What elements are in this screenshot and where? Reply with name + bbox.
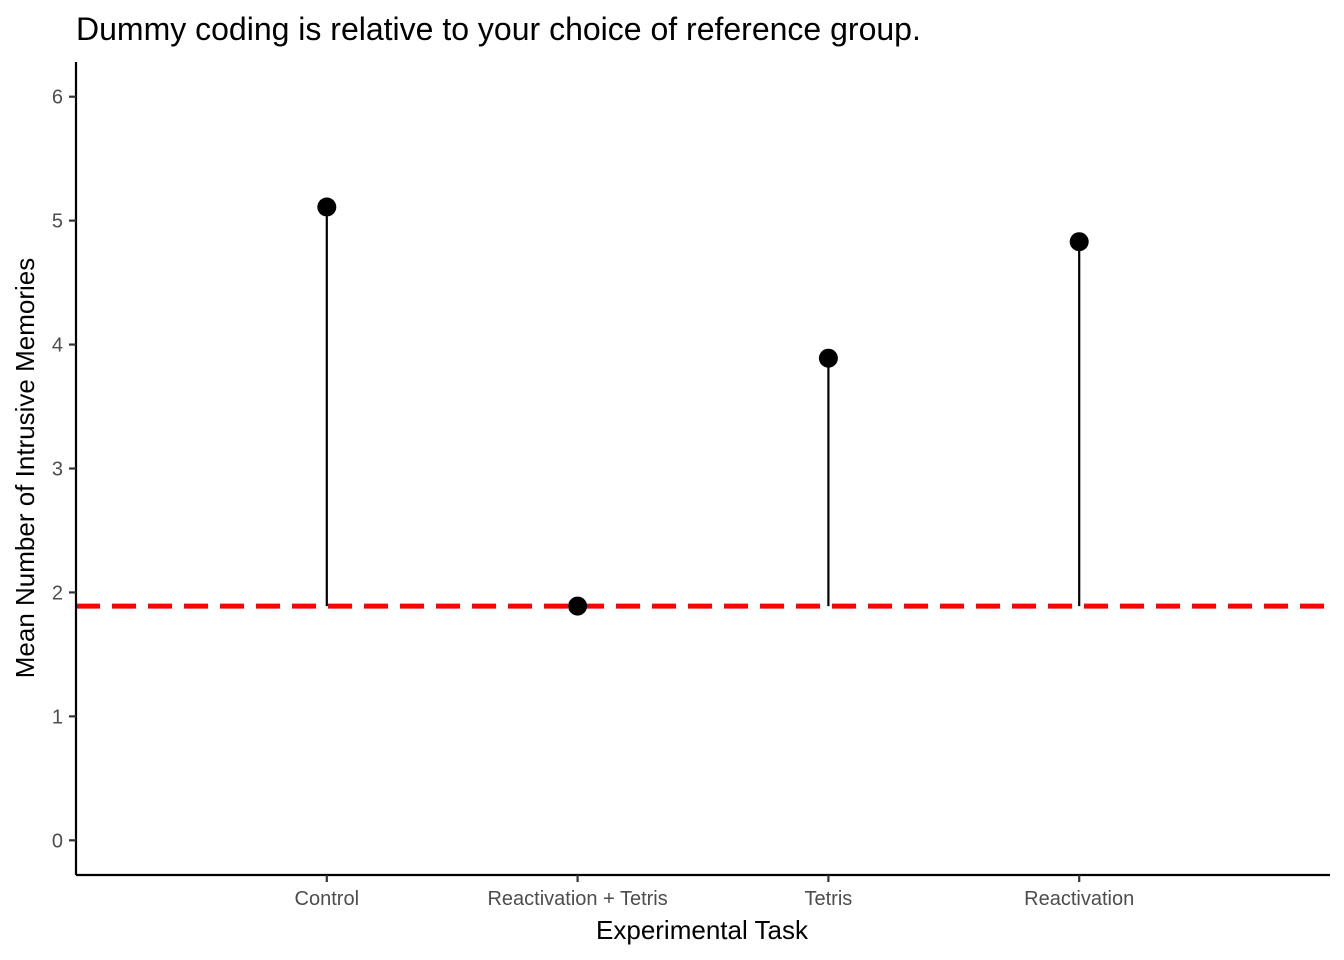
y-tick-label-6: 6 (52, 87, 63, 109)
chart-title: Dummy coding is relative to your choice … (76, 11, 921, 47)
y-tick-label-1: 1 (52, 706, 63, 728)
y-tick-label-4: 4 (52, 335, 63, 357)
x-tick-label-1: Reactivation + Tetris (487, 888, 667, 910)
axes: 0 1 2 3 4 5 6 Control Reactivation + Tetris Tetri… (52, 62, 1330, 910)
x-axis-title: Experimental Task (596, 915, 809, 945)
y-tick-label-3: 3 (52, 459, 63, 481)
y-tick-label-5: 5 (52, 211, 63, 233)
y-axis-title: Mean Number of Intrusive Memories (10, 258, 40, 678)
x-tick-label-0: Control (295, 888, 359, 910)
data-point-0 (317, 197, 337, 217)
data-point-3 (1069, 232, 1089, 252)
x-tick-label-2: Tetris (805, 888, 853, 910)
data-point-2 (818, 348, 838, 368)
plot-area (76, 197, 1330, 616)
x-tick-label-3: Reactivation (1024, 888, 1134, 910)
data-point-1 (568, 596, 588, 616)
y-tick-label-0: 0 (52, 830, 63, 852)
y-tick-label-2: 2 (52, 582, 63, 604)
